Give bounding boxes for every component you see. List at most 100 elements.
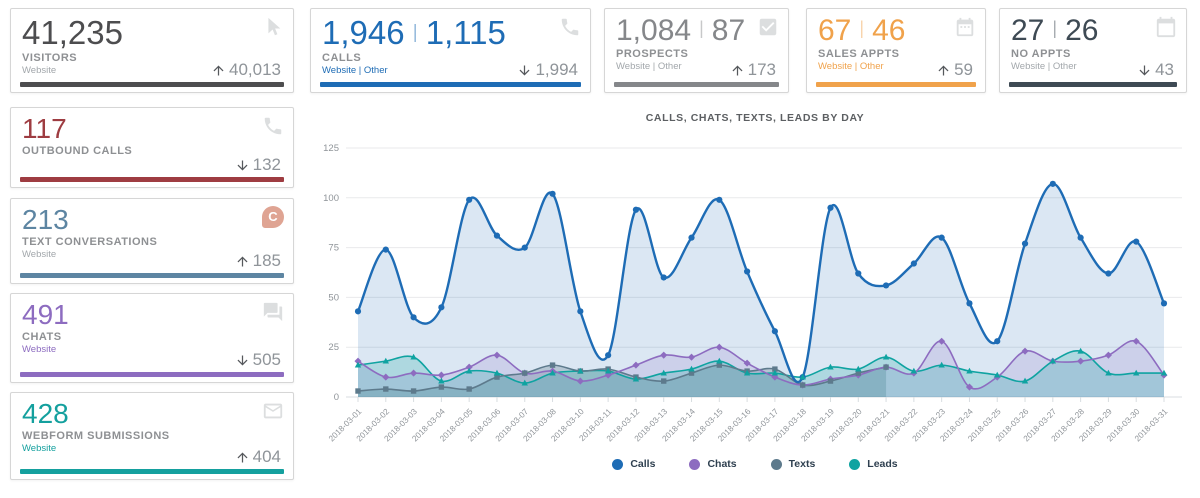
calendar-grid-icon [954, 16, 976, 38]
kpi-card-calls[interactable]: 1,946 | 1,115 CALLS Website | Other 1,994 [310, 8, 591, 93]
legend-item-leads[interactable]: Leads [849, 458, 898, 470]
legend-item-texts[interactable]: Texts [770, 458, 816, 470]
kpi-delta-value: 505 [252, 350, 281, 369]
svg-text:75: 75 [328, 243, 339, 254]
kpi-delta: 43 [1137, 60, 1174, 80]
kpi-card-prospects[interactable]: 1,084 | 87 PROSPECTS Website | Other 173 [604, 8, 789, 93]
kpi-label: OUTBOUND CALLS [22, 145, 133, 158]
trend-arrow-icon [730, 63, 745, 78]
cursor-icon [262, 16, 284, 38]
kpi-value: 117 [22, 113, 282, 144]
svg-text:0: 0 [334, 392, 339, 403]
kpi-sub: Website [22, 344, 57, 356]
kpi-value-secondary: 46 [872, 14, 906, 47]
kpi-value-secondary: 1,115 [425, 14, 506, 51]
kpi-accent-bar [816, 82, 976, 87]
kpi-value: 27 | 26 [1011, 14, 1175, 47]
checkbox-icon [757, 16, 779, 38]
svg-text:50: 50 [328, 292, 339, 303]
kpi-delta: 1,994 [517, 60, 578, 80]
kpi-accent-bar [20, 177, 284, 182]
chart-title: CALLS, CHATS, TEXTS, LEADS BY DAY [645, 112, 865, 124]
kpi-value: 1,084 | 87 [616, 14, 777, 47]
kpi-label: CHATS [22, 331, 62, 344]
kpi-accent-bar [20, 82, 284, 87]
kpi-value: 67 | 46 [818, 14, 974, 47]
phone-icon [262, 115, 284, 137]
kpi-accent-bar [614, 82, 779, 87]
kpi-label: PROSPECTS [616, 48, 689, 61]
trend-arrow-icon [235, 353, 250, 368]
kpi-value-primary: 27 [1011, 14, 1045, 47]
kpi-value: 1,946 | 1,115 [322, 15, 579, 51]
chart-legend: Calls Chats Texts Leads [310, 458, 1200, 470]
kpi-delta-value: 404 [252, 447, 281, 466]
kpi-sub: Website [22, 443, 57, 455]
kpi-value: 213 [22, 204, 282, 235]
chart-plot-area: 02550751001252018-03-012018-03-022018-03… [323, 143, 1182, 443]
trend-arrow-icon [1137, 63, 1152, 78]
legend-item-chats[interactable]: Chats [689, 458, 737, 470]
trend-arrow-icon [235, 158, 250, 173]
kpi-delta: 40,013 [211, 60, 281, 80]
legend-label: Leads [867, 458, 898, 470]
kpi-sub: Website [22, 64, 57, 76]
svg-text:100: 100 [323, 193, 339, 204]
kpi-value-primary: 213 [22, 204, 69, 235]
kpi-card-sales-appts[interactable]: 67 | 46 SALES APPTS Website | Other 59 [806, 8, 986, 93]
kpi-value-primary: 117 [22, 113, 67, 144]
textchat-letter: C [262, 206, 284, 228]
envelope-icon [262, 400, 284, 422]
trend-arrow-icon [517, 63, 532, 78]
kpi-sub: Website | Other [1011, 61, 1077, 73]
kpi-label: WEBFORM SUBMISSIONS [22, 430, 170, 443]
value-separator: | [859, 18, 865, 39]
kpi-accent-bar [320, 82, 581, 87]
value-separator: | [1052, 18, 1058, 39]
kpi-value-secondary: 26 [1065, 14, 1099, 47]
legend-dot-icon [770, 458, 782, 470]
legend-dot-icon [612, 458, 624, 470]
kpi-label: TEXT CONVERSATIONS [22, 236, 158, 249]
legend-dot-icon [849, 458, 861, 470]
kpi-card-no-appts[interactable]: 27 | 26 NO APPTS Website | Other 43 [999, 8, 1187, 93]
kpi-sub: Website | Other [322, 64, 388, 76]
kpi-delta: 173 [730, 60, 776, 80]
kpi-delta-value: 59 [954, 60, 973, 79]
trend-arrow-icon [936, 63, 951, 78]
kpi-delta-value: 132 [252, 155, 281, 174]
legend-label: Calls [630, 458, 656, 470]
legend-label: Texts [788, 458, 816, 470]
kpi-delta-value: 173 [747, 60, 776, 79]
kpi-value-primary: 67 [818, 14, 852, 47]
kpi-sub: Website [22, 249, 57, 261]
kpi-value: 41,235 [22, 15, 282, 51]
kpi-delta: 505 [235, 350, 281, 370]
kpi-value: 428 [22, 398, 282, 429]
kpi-value-primary: 428 [22, 398, 69, 429]
kpi-card-text-conversations[interactable]: C 213 TEXT CONVERSATIONS Website 185 [10, 198, 294, 284]
kpi-card-webform-submissions[interactable]: 428 WEBFORM SUBMISSIONS Website 404 [10, 392, 294, 480]
kpi-card-visitors[interactable]: 41,235 VISITORS Website 40,013 [10, 8, 294, 93]
value-separator: | [699, 18, 704, 39]
kpi-delta: 404 [235, 447, 281, 467]
daily-activity-chart: CALLS, CHATS, TEXTS, LEADS BY DAY 0 25 50 7… [310, 106, 1200, 498]
legend-label: Chats [707, 458, 737, 470]
kpi-sub: Website | Other [616, 61, 682, 73]
kpi-label: NO APPTS [1011, 48, 1071, 61]
kpi-value-primary: 1,084 [616, 14, 692, 47]
legend-item-calls[interactable]: Calls [612, 458, 655, 470]
kpi-sub: Website | Other [818, 61, 884, 73]
chat-bubbles-icon [262, 301, 284, 323]
kpi-label: VISITORS [22, 51, 78, 64]
kpi-accent-bar [20, 273, 284, 278]
kpi-label: CALLS [322, 51, 362, 64]
kpi-delta: 185 [235, 251, 281, 271]
legend-dot-icon [689, 458, 701, 470]
kpi-accent-bar [1009, 82, 1177, 87]
kpi-card-outbound-calls[interactable]: 117 OUTBOUND CALLS 132 [10, 107, 294, 188]
kpi-delta-value: 1,994 [535, 60, 578, 79]
trend-arrow-icon [211, 63, 226, 78]
kpi-accent-bar [20, 372, 284, 377]
kpi-card-chats[interactable]: 491 CHATS Website 505 [10, 293, 294, 383]
